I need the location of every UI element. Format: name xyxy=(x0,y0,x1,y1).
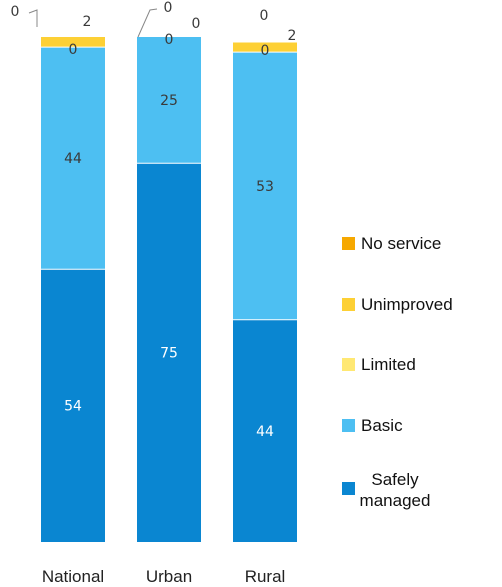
value-label-national-no-service: 0 xyxy=(11,4,20,20)
value-label-urban-unimproved: 0 xyxy=(192,16,201,32)
category-label-urban: Urban xyxy=(146,567,192,586)
value-label-national-limited: 0 xyxy=(69,42,78,58)
legend-swatch-safely-managed xyxy=(342,482,355,495)
value-label-national-unimproved: 2 xyxy=(83,14,92,30)
legend-swatch-no-service xyxy=(342,237,355,250)
bar-national-basic xyxy=(41,47,105,270)
leader-line-national xyxy=(28,9,38,27)
legend-swatch-unimproved xyxy=(342,298,355,311)
legend-swatch-limited xyxy=(342,358,355,371)
value-label-rural-no-service: 0 xyxy=(260,8,269,24)
value-label-urban-safely-managed: 75 xyxy=(160,346,178,362)
value-label-rural-limited: 0 xyxy=(261,43,270,59)
bar-national-safely-managed xyxy=(41,269,105,542)
bar-rural-safely-managed xyxy=(233,319,297,542)
category-labels-layer: National Urban Rural xyxy=(42,567,286,586)
value-label-urban-basic: 25 xyxy=(160,93,178,109)
bar-urban-safely-managed xyxy=(137,163,201,542)
bars-layer xyxy=(41,37,297,542)
leader-line-urban xyxy=(137,8,158,38)
legend-swatch-basic xyxy=(342,419,355,432)
bar-national-unimproved xyxy=(41,37,105,48)
legend-label-no-service: No service xyxy=(361,234,441,253)
value-label-rural-basic: 53 xyxy=(256,179,274,195)
bar-rural-unimproved xyxy=(233,42,297,53)
value-label-urban-no-service: 0 xyxy=(164,0,173,16)
bar-rural-basic xyxy=(233,52,297,320)
category-label-rural: Rural xyxy=(245,567,286,586)
category-label-national: National xyxy=(42,567,104,586)
legend: No service Unimproved Limited Basic Safely ma… xyxy=(342,234,453,510)
legend-label-basic: Basic xyxy=(361,416,403,435)
value-label-national-safely-managed: 54 xyxy=(64,399,82,415)
legend-label-unimproved: Unimproved xyxy=(361,295,453,314)
legend-label-safely-managed: Safely managed xyxy=(360,470,431,510)
value-label-urban-limited: 0 xyxy=(165,32,174,48)
value-label-rural-unimproved: 2 xyxy=(288,28,297,44)
bar-urban-basic xyxy=(137,37,201,164)
legend-label-limited: Limited xyxy=(361,355,416,374)
value-label-rural-safely-managed: 44 xyxy=(256,424,274,440)
value-label-national-basic: 44 xyxy=(64,151,82,167)
